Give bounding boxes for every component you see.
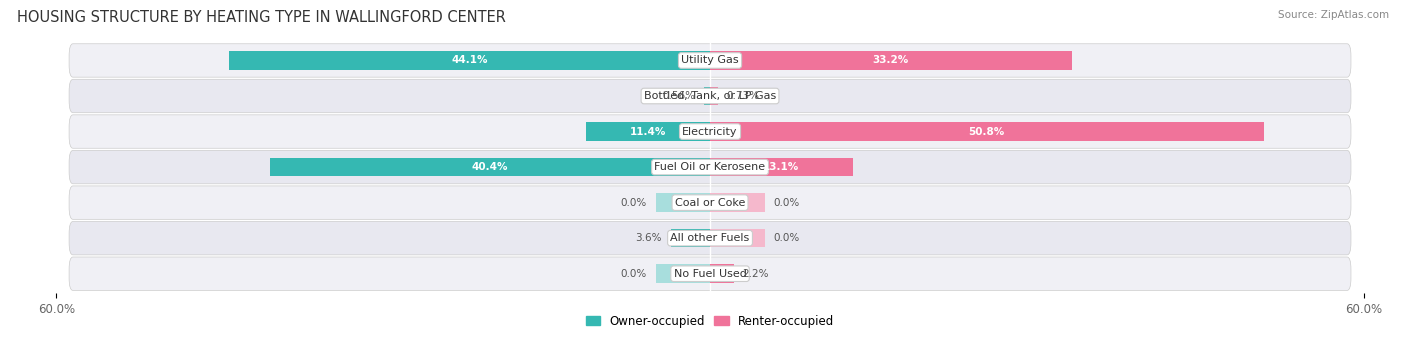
Bar <box>710 265 734 283</box>
Text: Electricity: Electricity <box>682 127 738 136</box>
Text: Utility Gas: Utility Gas <box>682 56 738 65</box>
Text: Fuel Oil or Kerosene: Fuel Oil or Kerosene <box>654 162 766 172</box>
Bar <box>586 122 710 141</box>
FancyBboxPatch shape <box>69 221 1351 255</box>
Text: 11.4%: 11.4% <box>630 127 666 136</box>
Bar <box>655 193 710 212</box>
Text: 13.1%: 13.1% <box>763 162 800 172</box>
Text: 33.2%: 33.2% <box>873 56 910 65</box>
Bar <box>710 229 765 248</box>
Text: 50.8%: 50.8% <box>969 127 1005 136</box>
Text: 2.2%: 2.2% <box>742 269 769 279</box>
Bar <box>655 265 710 283</box>
Bar <box>710 87 718 105</box>
Text: 0.0%: 0.0% <box>620 269 647 279</box>
FancyBboxPatch shape <box>69 79 1351 113</box>
Bar <box>710 51 1071 70</box>
Text: 0.56%: 0.56% <box>662 91 695 101</box>
Bar <box>270 158 710 176</box>
FancyBboxPatch shape <box>69 186 1351 219</box>
Text: 40.4%: 40.4% <box>471 162 508 172</box>
Legend: Owner-occupied, Renter-occupied: Owner-occupied, Renter-occupied <box>581 310 839 333</box>
Text: 0.0%: 0.0% <box>620 198 647 208</box>
Text: No Fuel Used: No Fuel Used <box>673 269 747 279</box>
Bar <box>229 51 710 70</box>
Text: 0.0%: 0.0% <box>773 198 800 208</box>
Text: 0.0%: 0.0% <box>773 233 800 243</box>
Text: Coal or Coke: Coal or Coke <box>675 198 745 208</box>
Text: All other Fuels: All other Fuels <box>671 233 749 243</box>
Text: 44.1%: 44.1% <box>451 56 488 65</box>
Text: Bottled, Tank, or LP Gas: Bottled, Tank, or LP Gas <box>644 91 776 101</box>
Text: Source: ZipAtlas.com: Source: ZipAtlas.com <box>1278 10 1389 20</box>
Text: HOUSING STRUCTURE BY HEATING TYPE IN WALLINGFORD CENTER: HOUSING STRUCTURE BY HEATING TYPE IN WAL… <box>17 10 506 25</box>
Text: 0.73%: 0.73% <box>727 91 759 101</box>
FancyBboxPatch shape <box>69 44 1351 77</box>
Text: 3.6%: 3.6% <box>636 233 662 243</box>
Bar <box>704 87 710 105</box>
FancyBboxPatch shape <box>69 115 1351 148</box>
FancyBboxPatch shape <box>69 257 1351 291</box>
Bar <box>710 193 765 212</box>
FancyBboxPatch shape <box>69 150 1351 184</box>
Bar <box>710 122 1264 141</box>
Bar <box>671 229 710 248</box>
Bar <box>710 158 853 176</box>
